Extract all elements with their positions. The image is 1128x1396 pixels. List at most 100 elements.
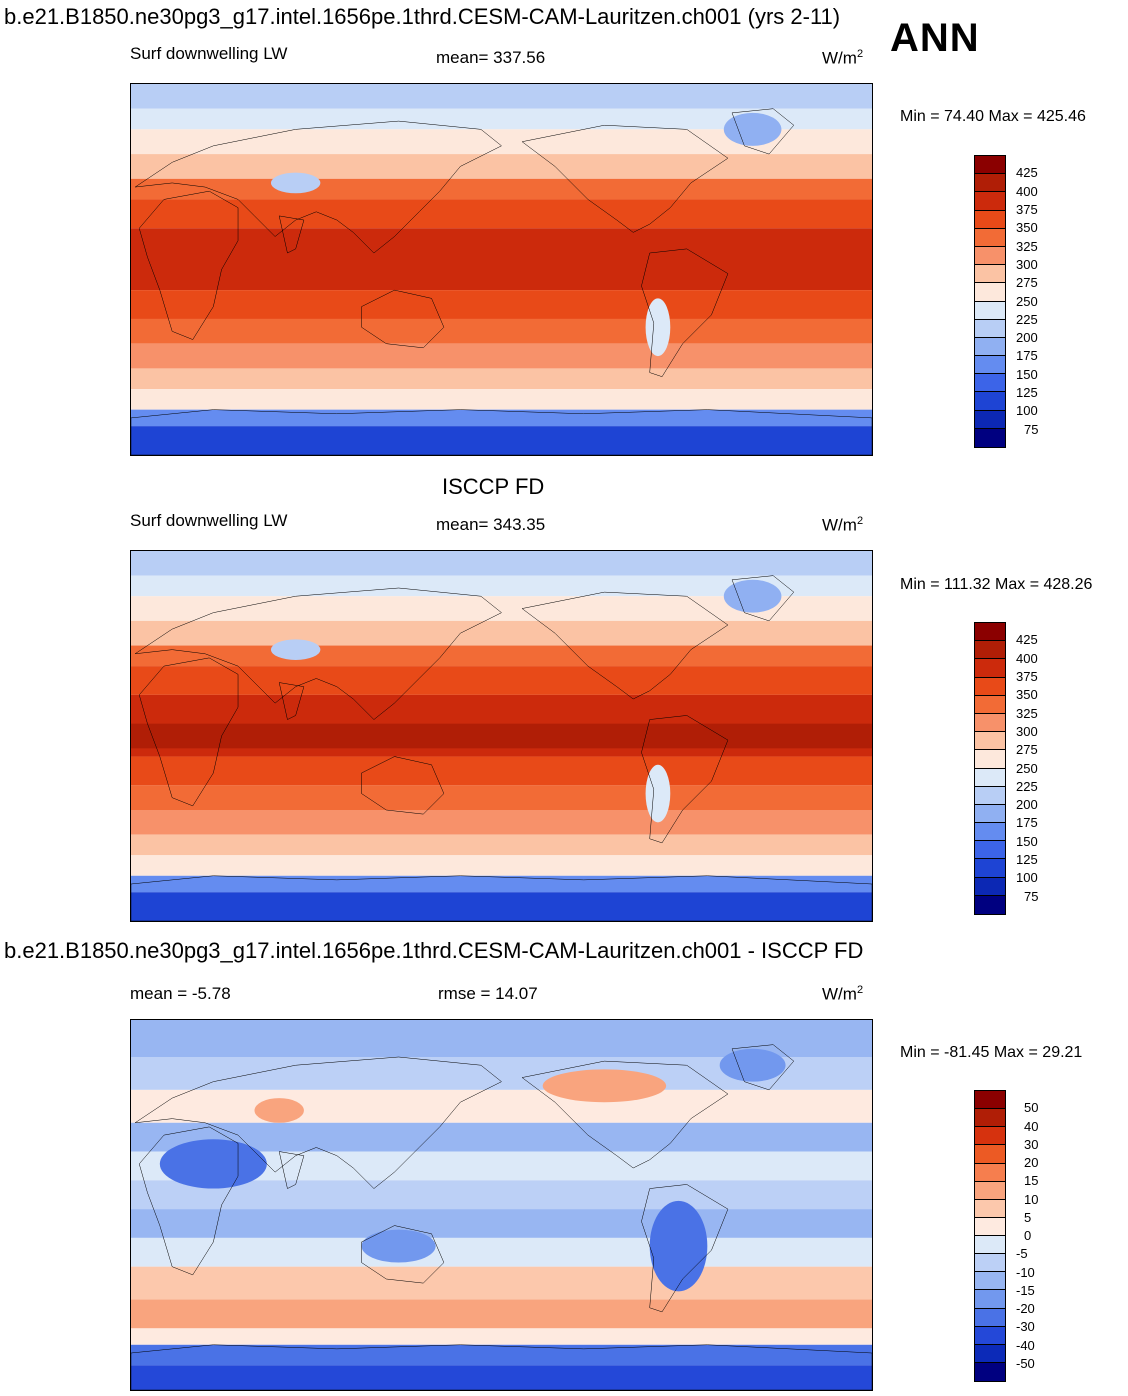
panel2-map <box>130 550 873 922</box>
colorbar-swatch <box>975 1272 1005 1291</box>
field-band <box>131 1328 872 1345</box>
colorbar-swatch <box>975 1254 1005 1273</box>
panel2-units: W/m2 <box>822 515 864 535</box>
colorbar-swatch <box>975 786 1005 805</box>
panel2-mean: mean= 343.35 <box>436 515 546 534</box>
colorbar-tick-label: 100 <box>1016 870 1038 886</box>
field-band <box>131 1209 872 1238</box>
colorbar-tick-label: 400 <box>1016 183 1038 199</box>
colorbar-tick-label: 200 <box>1016 330 1038 346</box>
panel1-map <box>130 83 873 456</box>
field-band <box>131 666 872 695</box>
colorbar-swatch <box>975 374 1005 393</box>
colorbar-swatch <box>975 1109 1005 1128</box>
coastline <box>131 876 872 921</box>
colorbar-swatch <box>975 750 1005 769</box>
coastline <box>732 576 794 621</box>
colorbar-tick-label: 30 <box>1024 1136 1039 1152</box>
field-band <box>131 575 872 597</box>
colorbar-swatch <box>975 1344 1005 1363</box>
colorbar-tick-label: 150 <box>1016 833 1038 849</box>
colorbar-tick-label: 275 <box>1016 742 1038 758</box>
field-band <box>131 409 872 427</box>
panel3-rmse: rmse = 14.07 <box>438 984 538 1003</box>
colorbar-tick-label: -15 <box>1016 1282 1035 1298</box>
colorbar-tick-label: 5 <box>1024 1209 1032 1225</box>
colorbar-swatch <box>975 337 1005 357</box>
colorbar-tick-label: 350 <box>1016 687 1038 703</box>
field-band <box>131 875 872 893</box>
colorbar-tick-label: 0 <box>1024 1228 1032 1243</box>
colorbar-swatch <box>975 156 1005 175</box>
panel3-minmax: Min = -81.45 Max = 29.21 <box>900 1044 1083 1061</box>
field-band <box>131 1089 872 1123</box>
season-label: ANN <box>890 16 980 60</box>
colorbar-tick-label: 300 <box>1016 723 1038 739</box>
field-band <box>131 855 872 876</box>
coastline <box>135 588 501 720</box>
field-band <box>131 756 872 786</box>
colorbar-tick-label: 225 <box>1016 311 1038 327</box>
colorbar-swatch <box>975 1127 1005 1146</box>
colorbar-tick-label: 50 <box>1024 1100 1039 1116</box>
field-band <box>131 1344 872 1366</box>
colorbar-tick-label: 225 <box>1016 778 1038 794</box>
panel1-variable: Surf downwelling LW <box>130 44 288 63</box>
panel3-map <box>130 1019 873 1391</box>
field-band <box>131 892 872 921</box>
field-band <box>131 389 872 410</box>
colorbar-tick-label: -40 <box>1016 1337 1035 1353</box>
colorbar-tick-label: 125 <box>1016 385 1038 401</box>
panel1-mean: mean= 337.56 <box>436 48 546 67</box>
field-band <box>131 318 872 344</box>
field-band <box>131 1365 872 1390</box>
colorbar-swatch <box>975 246 1005 266</box>
colorbar-tick-label: 375 <box>1016 668 1038 684</box>
colorbar-tick-label: 425 <box>1016 632 1038 648</box>
colorbar-tick-label: 275 <box>1016 275 1038 291</box>
colorbar-swatch <box>975 1181 1005 1200</box>
colorbar-tick-label: 425 <box>1016 165 1038 181</box>
colorbar-swatch <box>975 677 1005 696</box>
coastline <box>135 121 501 253</box>
field-band <box>131 343 872 369</box>
colorbar-swatch <box>975 1145 1005 1164</box>
colorbar-swatch <box>975 1308 1005 1327</box>
colorbar-tick-label: 375 <box>1016 201 1038 217</box>
coastline <box>362 757 444 815</box>
colorbar-tick-label: 250 <box>1016 293 1038 309</box>
colorbar-swatch <box>975 713 1005 733</box>
colorbar-swatch <box>975 1290 1005 1309</box>
coastline <box>139 658 238 806</box>
colorbar-tick-label: 40 <box>1024 1118 1039 1134</box>
colorbar-swatch <box>975 841 1005 860</box>
field-band <box>131 1122 872 1152</box>
panel2-colorbar <box>974 622 1006 915</box>
colorbar-swatch <box>975 804 1005 824</box>
colorbar-tick-label: 100 <box>1016 403 1038 419</box>
coastline <box>641 249 727 377</box>
field-band <box>131 620 872 646</box>
colorbar-swatch <box>975 356 1005 375</box>
colorbar-tick-label: 250 <box>1016 760 1038 776</box>
field-band <box>131 199 872 229</box>
colorbar-tick-label: -10 <box>1016 1264 1035 1280</box>
colorbar-swatch <box>975 392 1005 411</box>
figure-title: b.e21.B1850.ne30pg3_g17.intel.1656pe.1th… <box>4 4 841 29</box>
colorbar-swatch <box>975 1326 1005 1345</box>
coastline <box>279 216 304 253</box>
colorbar-swatch <box>975 210 1005 229</box>
coastline <box>362 1226 444 1284</box>
field-band <box>131 551 872 576</box>
field-band <box>131 645 872 667</box>
panel1-minmax: Min = 74.40 Max = 425.46 <box>900 108 1086 125</box>
colorbar-swatch <box>975 283 1005 302</box>
coastline <box>135 1057 501 1189</box>
field-band <box>131 834 872 856</box>
colorbar-tick-label: 175 <box>1016 815 1038 831</box>
field-band <box>131 1237 872 1267</box>
field-band <box>131 228 872 291</box>
colorbar-tick-label: 400 <box>1016 650 1038 666</box>
field-band <box>131 108 872 130</box>
coastline <box>522 1061 728 1168</box>
